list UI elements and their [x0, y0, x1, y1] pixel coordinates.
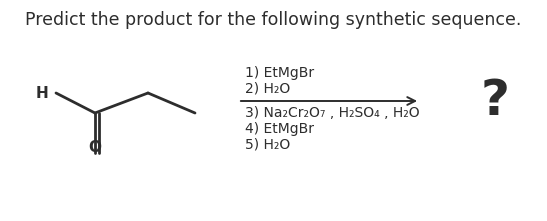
Text: Predict the product for the following synthetic sequence.: Predict the product for the following sy… — [25, 11, 521, 29]
Text: 2) H₂O: 2) H₂O — [245, 81, 290, 95]
Text: 5) H₂O: 5) H₂O — [245, 138, 290, 152]
Text: H: H — [35, 86, 48, 101]
Text: O: O — [89, 140, 102, 155]
Text: 3) Na₂Cr₂O₇ , H₂SO₄ , H₂O: 3) Na₂Cr₂O₇ , H₂SO₄ , H₂O — [245, 106, 420, 120]
Text: ?: ? — [480, 77, 509, 125]
Text: 4) EtMgBr: 4) EtMgBr — [245, 122, 314, 136]
Text: 1) EtMgBr: 1) EtMgBr — [245, 66, 314, 80]
